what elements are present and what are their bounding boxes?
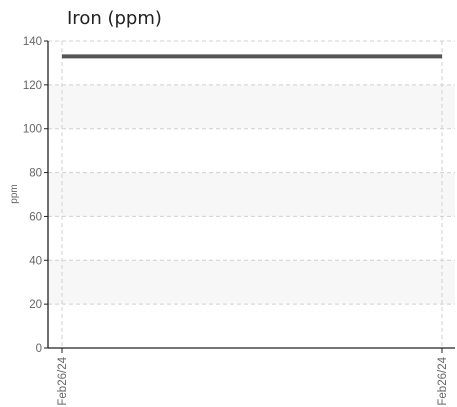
x-tick-label: Feb26/24 xyxy=(57,356,69,405)
y-tick-label: 80 xyxy=(29,168,42,180)
y-tick-label: 0 xyxy=(36,343,42,355)
plot-bands xyxy=(48,84,455,305)
x-tick-label: Feb26/24 xyxy=(437,356,449,405)
y-axis-label: ppm xyxy=(9,184,20,203)
x-ticks: Feb26/24 Feb26/24 xyxy=(57,348,449,406)
plot-band xyxy=(48,172,455,217)
y-tick-label: 60 xyxy=(29,211,42,223)
y-tick-label: 20 xyxy=(29,299,42,311)
y-tick-label: 120 xyxy=(23,80,42,92)
y-tick-label: 40 xyxy=(29,255,42,267)
plot-band xyxy=(48,260,455,305)
chart-title: Iron (ppm) xyxy=(67,8,162,29)
y-tick-label: 140 xyxy=(23,36,42,48)
grid-lines xyxy=(48,40,455,348)
plot-band xyxy=(48,84,455,129)
y-ticks: 0 20 40 60 80 100 120 140 xyxy=(23,36,48,355)
axes xyxy=(47,41,455,349)
y-tick-label: 100 xyxy=(23,124,42,136)
